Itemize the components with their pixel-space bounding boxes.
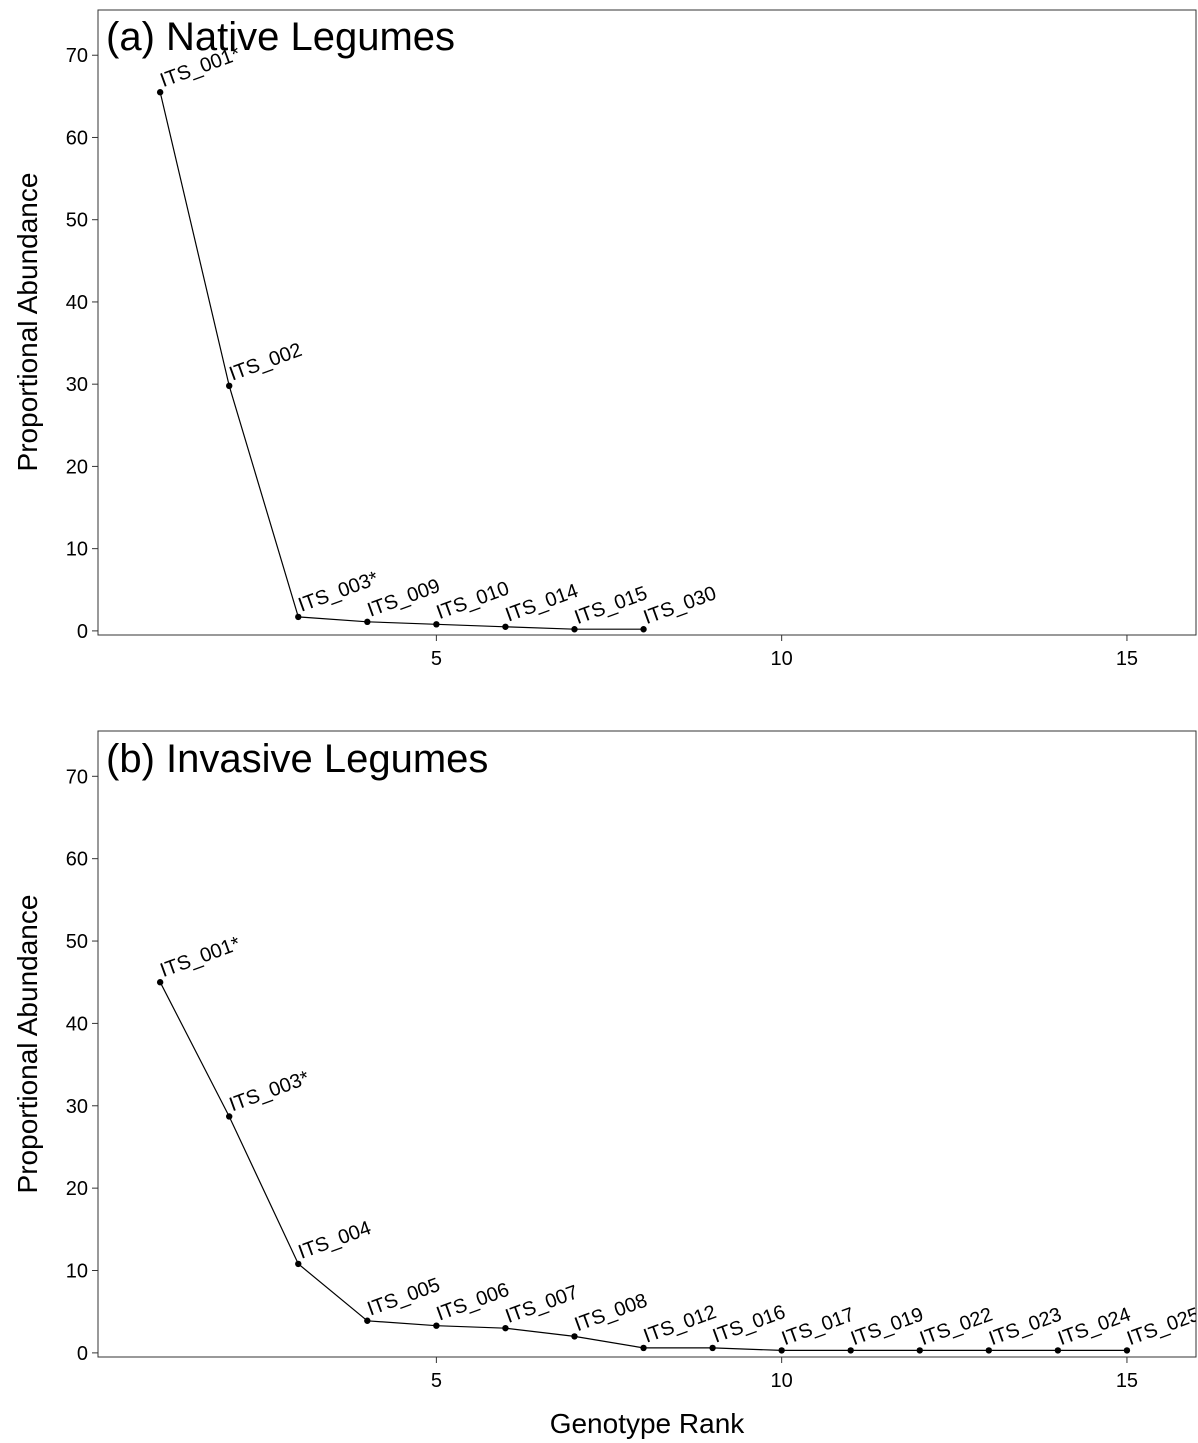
panel-a-series-line bbox=[159, 92, 644, 630]
data-point bbox=[640, 1344, 647, 1352]
data-point bbox=[226, 382, 233, 390]
panel-b-title: (b) Invasive Legumes bbox=[106, 737, 488, 781]
x-axis-title: Genotype Rank bbox=[550, 1408, 746, 1439]
data-point bbox=[502, 623, 509, 630]
panel-a-title: (a) Native Legumes bbox=[106, 15, 455, 59]
y-tick-label: 50 bbox=[66, 931, 88, 953]
x-tick-label: 10 bbox=[771, 1370, 793, 1392]
y-tick-label: 40 bbox=[66, 292, 88, 314]
panel-a-y-axis-title: Proportional Abundance bbox=[12, 173, 43, 472]
panel-a-x-ticks: 5 10 15 bbox=[431, 635, 1138, 670]
data-point bbox=[433, 1322, 440, 1329]
y-tick-label: 30 bbox=[66, 1096, 88, 1118]
data-point bbox=[1123, 1347, 1131, 1354]
data-point bbox=[156, 89, 164, 96]
y-tick-label: 30 bbox=[66, 374, 88, 396]
y-tick-label: 0 bbox=[77, 1343, 88, 1365]
y-tick-label: 10 bbox=[66, 539, 88, 561]
y-tick-label: 40 bbox=[66, 1013, 88, 1035]
data-point bbox=[1054, 1347, 1062, 1354]
y-tick-label: 70 bbox=[66, 766, 88, 788]
data-point bbox=[778, 1347, 785, 1354]
x-tick-label: 5 bbox=[431, 648, 442, 670]
x-tick-label: 15 bbox=[1116, 1370, 1138, 1392]
y-tick-label: 10 bbox=[66, 1261, 88, 1283]
y-tick-label: 0 bbox=[77, 621, 88, 643]
panel-b-x-ticks: 5 10 15 bbox=[431, 1357, 1138, 1392]
y-tick-label: 60 bbox=[66, 127, 88, 149]
x-tick-label: 15 bbox=[1116, 648, 1138, 670]
data-point bbox=[295, 613, 302, 621]
data-point bbox=[226, 1113, 233, 1120]
data-point bbox=[847, 1347, 854, 1354]
y-tick-label: 20 bbox=[66, 456, 88, 478]
x-tick-label: 5 bbox=[431, 1370, 442, 1392]
data-point bbox=[433, 621, 440, 628]
data-point bbox=[709, 1344, 716, 1352]
panel-b: (b) Invasive Legumes Proportional Abunda… bbox=[12, 730, 1197, 1392]
x-tick-label: 10 bbox=[771, 648, 793, 670]
panel-b-points bbox=[156, 979, 1131, 1354]
y-tick-label: 70 bbox=[66, 45, 88, 67]
y-tick-label: 60 bbox=[66, 849, 88, 871]
data-point bbox=[916, 1347, 923, 1354]
data-point bbox=[571, 626, 578, 633]
y-tick-label: 50 bbox=[66, 210, 88, 232]
panel-b-frame bbox=[97, 730, 1197, 1358]
data-point bbox=[295, 1260, 302, 1268]
data-point bbox=[640, 626, 647, 633]
panel-a-frame bbox=[97, 9, 1197, 636]
panel-b-y-axis-title: Proportional Abundance bbox=[12, 895, 43, 1194]
panel-b-y-ticks: 0 10 20 30 40 50 60 70 bbox=[66, 766, 98, 1365]
data-point bbox=[502, 1324, 509, 1332]
data-point bbox=[364, 618, 371, 626]
data-point bbox=[156, 979, 164, 986]
y-tick-label: 20 bbox=[66, 1178, 88, 1200]
panel-a-y-ticks: 0 10 20 30 40 50 60 70 bbox=[66, 45, 98, 643]
data-point bbox=[364, 1317, 371, 1324]
panel-a-points bbox=[156, 89, 647, 633]
data-point bbox=[985, 1347, 993, 1354]
data-point bbox=[571, 1333, 578, 1340]
panel-a: (a) Native Legumes Proportional Abundanc… bbox=[12, 9, 1197, 670]
